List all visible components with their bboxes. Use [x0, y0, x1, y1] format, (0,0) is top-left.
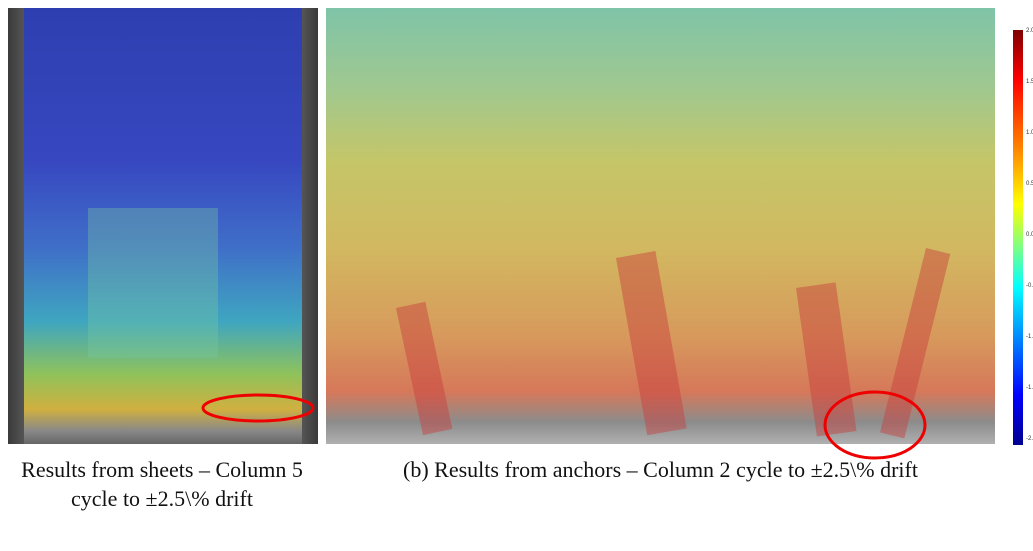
colorbar-tick-label: 1.0 [1026, 130, 1033, 136]
highlight-ellipse [203, 395, 313, 421]
page: Results from sheets – Column 5 cycle to … [0, 0, 1033, 551]
caption: Results from sheets – Column 5 cycle to … [12, 455, 312, 513]
colorbar [1013, 30, 1023, 445]
colorbar-tick-label: 2.0 [1026, 28, 1033, 34]
colorbar-tick-label: -1. [1026, 334, 1033, 340]
colorbar-tick-label: 0.5 [1026, 181, 1033, 187]
colorbar-tick-label: 1.5 [1026, 79, 1033, 85]
colorbar-tick-label: -1. [1026, 385, 1033, 391]
colorbar-tick-label: -2. [1026, 436, 1033, 442]
highlight-ellipse [825, 392, 925, 458]
caption: (b) Results from anchors – Column 2 cycl… [326, 455, 995, 484]
colorbar-tick-label: -0. [1026, 283, 1033, 289]
colorbar-tick-label: 0.0 [1026, 232, 1033, 238]
